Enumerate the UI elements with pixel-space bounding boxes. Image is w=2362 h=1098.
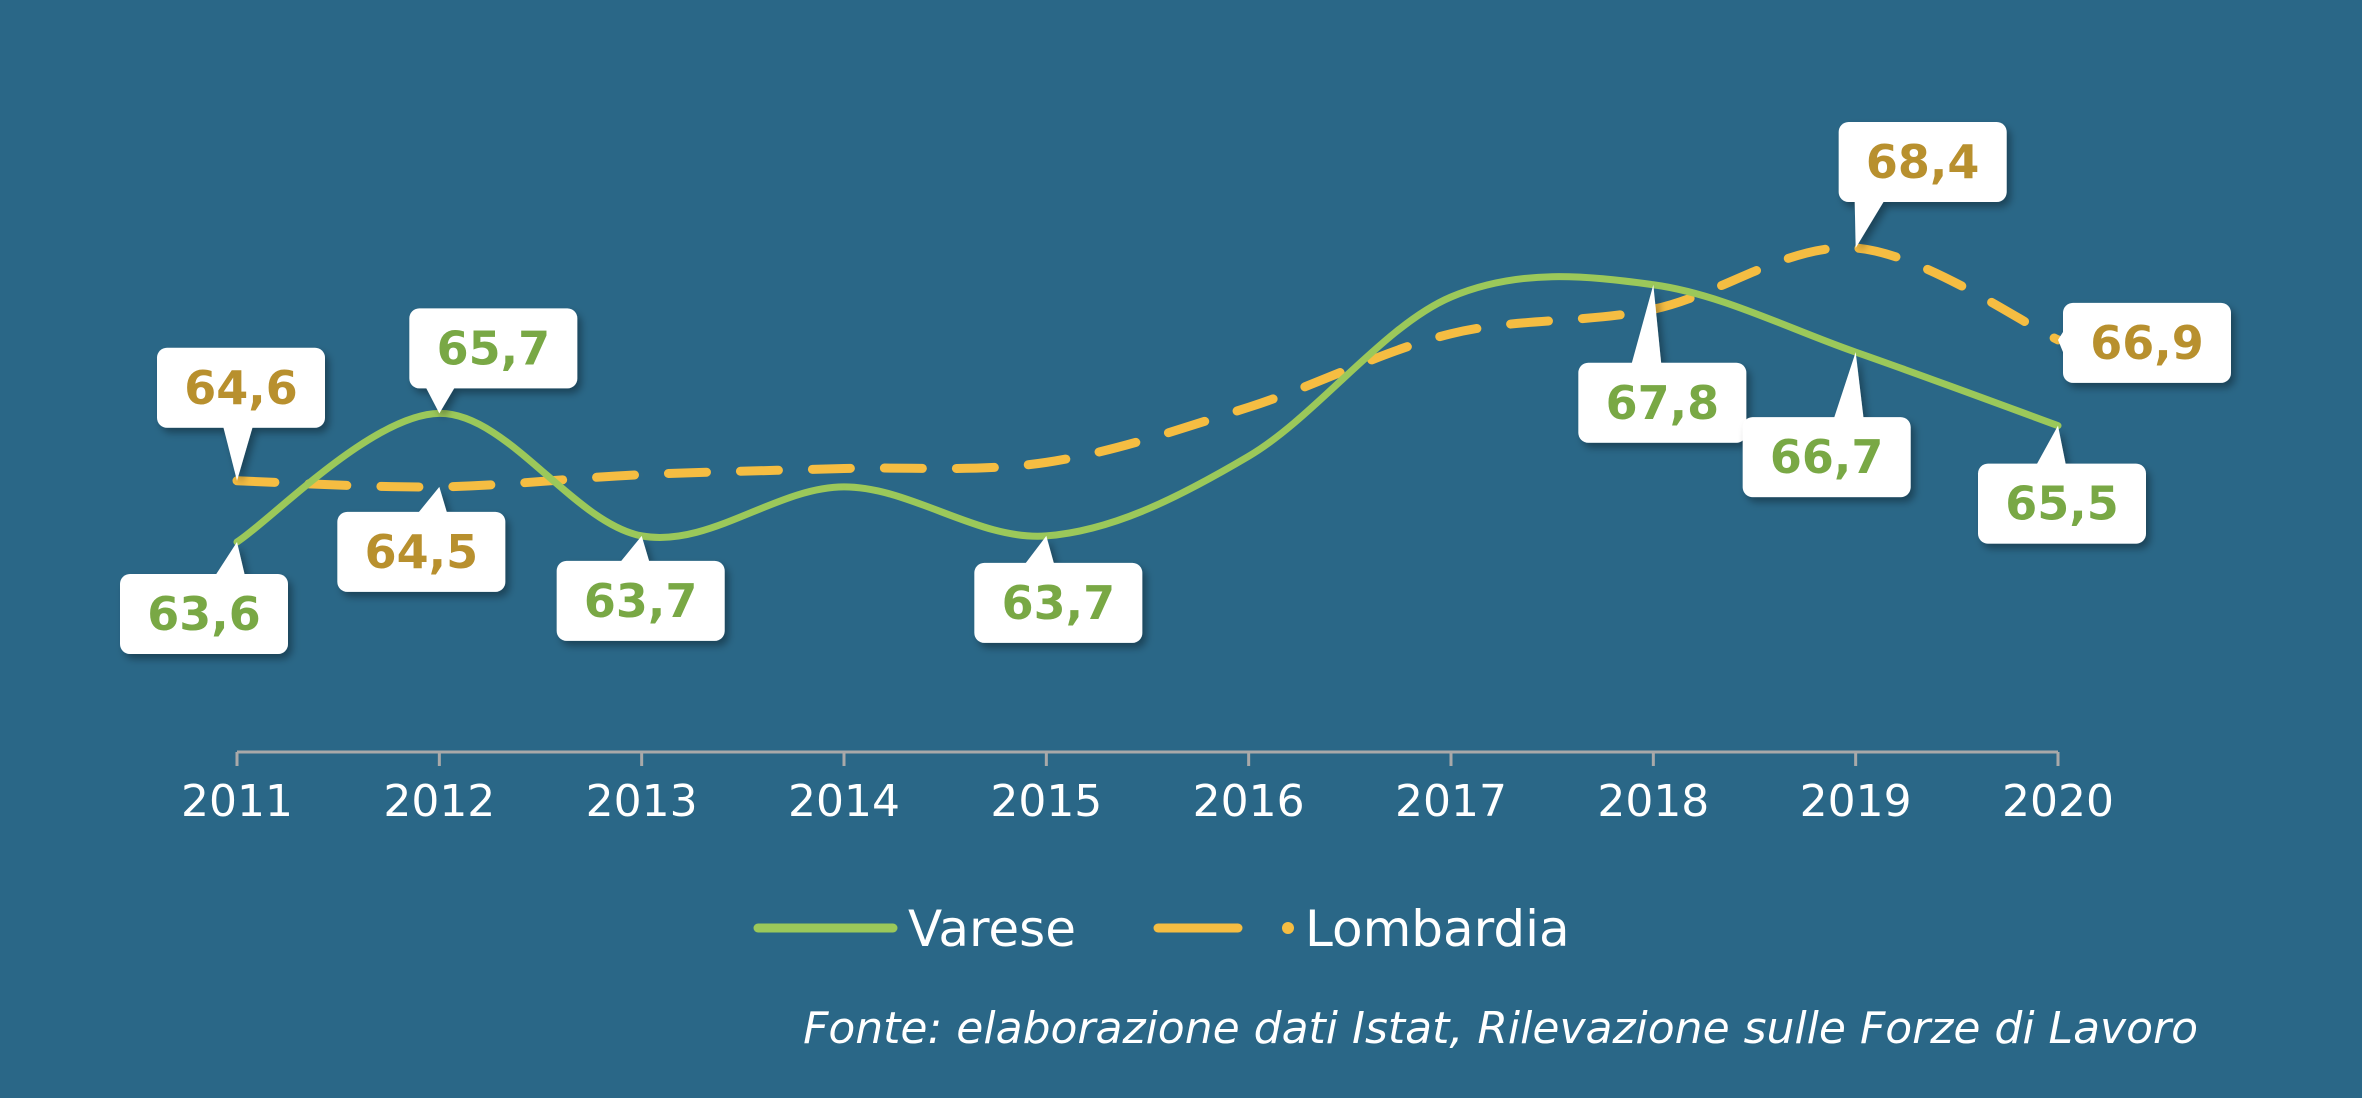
series-line-varese xyxy=(233,273,2062,546)
callout-box xyxy=(120,574,288,654)
x-axis: 2011 2012 2013 2014 2015 2016 2017 2018 2019 2020 xyxy=(181,750,2114,827)
x-tick-label: 2015 xyxy=(990,776,1102,827)
x-tick-label: 2014 xyxy=(788,776,900,827)
data-point-lombardia xyxy=(1247,405,1251,409)
legend-label-lombardia: Lombardia xyxy=(1305,900,1570,958)
x-tick-label: 2013 xyxy=(586,776,698,827)
x-tick-label: 2018 xyxy=(1597,776,1709,827)
data-point-lombardia xyxy=(1449,332,1453,336)
data-label-lombardia: 64,6 xyxy=(157,347,325,481)
callout-box xyxy=(409,308,578,389)
legend-label-varese: Varese xyxy=(908,900,1076,958)
legend: Varese Lombardia xyxy=(753,900,1570,958)
data-label-text: 64,5 xyxy=(365,525,479,579)
data-label-varese: 63,7 xyxy=(974,535,1143,643)
data-point-lombardia xyxy=(1044,460,1048,464)
source-note: Fonte: elaborazione dati Istat, Rilevazi… xyxy=(803,1003,2198,1054)
data-point-lombardia xyxy=(842,467,846,471)
callout-pointer xyxy=(1833,352,1864,420)
data-label-lombardia: 68,4 xyxy=(1838,122,2007,248)
data-label-varese: 65,5 xyxy=(1978,425,2146,544)
callout-box xyxy=(1978,463,2146,544)
data-label-text: 65,5 xyxy=(2005,477,2119,531)
data-point-varese xyxy=(1247,454,1251,458)
x-tick-label: 2020 xyxy=(2002,776,2114,827)
data-label-text: 63,6 xyxy=(147,587,261,641)
legend-swatch-dot xyxy=(1282,922,1294,934)
callout-box xyxy=(1742,417,1911,498)
callout-pointer xyxy=(223,425,253,481)
callout-pointer xyxy=(619,535,650,563)
data-label-text: 65,7 xyxy=(437,321,551,375)
data-point-lombardia xyxy=(640,473,644,477)
data-label-text: 63,7 xyxy=(584,574,698,628)
data-label-varese: 63,7 xyxy=(556,535,725,641)
callout-pointer xyxy=(417,486,448,514)
series-lines xyxy=(232,243,2063,546)
x-tick-label: 2017 xyxy=(1395,776,1507,827)
callout-box xyxy=(157,347,325,428)
callout-pointer xyxy=(215,542,245,576)
data-label-text: 66,7 xyxy=(1770,430,1884,484)
data-label-text: 66,9 xyxy=(2090,316,2204,370)
callout-pointer xyxy=(425,386,456,414)
callout-box xyxy=(974,562,1143,643)
data-point-varese xyxy=(842,485,846,489)
data-label-lombardia: 64,5 xyxy=(337,486,506,592)
x-tick-label: 2012 xyxy=(383,776,495,827)
data-label-lombardia: 66,9 xyxy=(2058,302,2231,383)
data-label-text: 67,8 xyxy=(1606,376,1720,430)
callout-box xyxy=(1578,362,1747,443)
x-tick-label: 2019 xyxy=(1800,776,1912,827)
data-label-varese: 67,8 xyxy=(1578,284,1747,443)
data-label-callouts: 63,6 65,7 63,7 63,7 67,8 66,7 65,5 64,6 64,5 68,4… xyxy=(120,122,2231,654)
callout-box xyxy=(1838,122,2007,202)
data-label-text: 63,7 xyxy=(1002,576,1116,630)
callout-box xyxy=(556,560,725,641)
callout-pointer xyxy=(1854,200,1885,248)
callout-box xyxy=(2063,302,2231,383)
callout-pointer xyxy=(2036,425,2066,466)
x-tick-label: 2011 xyxy=(181,776,293,827)
callout-box xyxy=(337,511,506,592)
data-label-text: 68,4 xyxy=(1866,135,1980,189)
data-point-varese xyxy=(1449,295,1453,299)
data-label-varese: 65,7 xyxy=(409,308,578,414)
data-label-text: 64,6 xyxy=(184,361,298,415)
callout-pointer xyxy=(1024,535,1055,565)
callout-pointer xyxy=(1631,284,1662,365)
series-line-lombardia xyxy=(232,243,2063,492)
x-tick-label: 2016 xyxy=(1193,776,1305,827)
data-label-varese: 63,6 xyxy=(120,542,288,654)
data-label-varese: 66,7 xyxy=(1742,352,1911,498)
